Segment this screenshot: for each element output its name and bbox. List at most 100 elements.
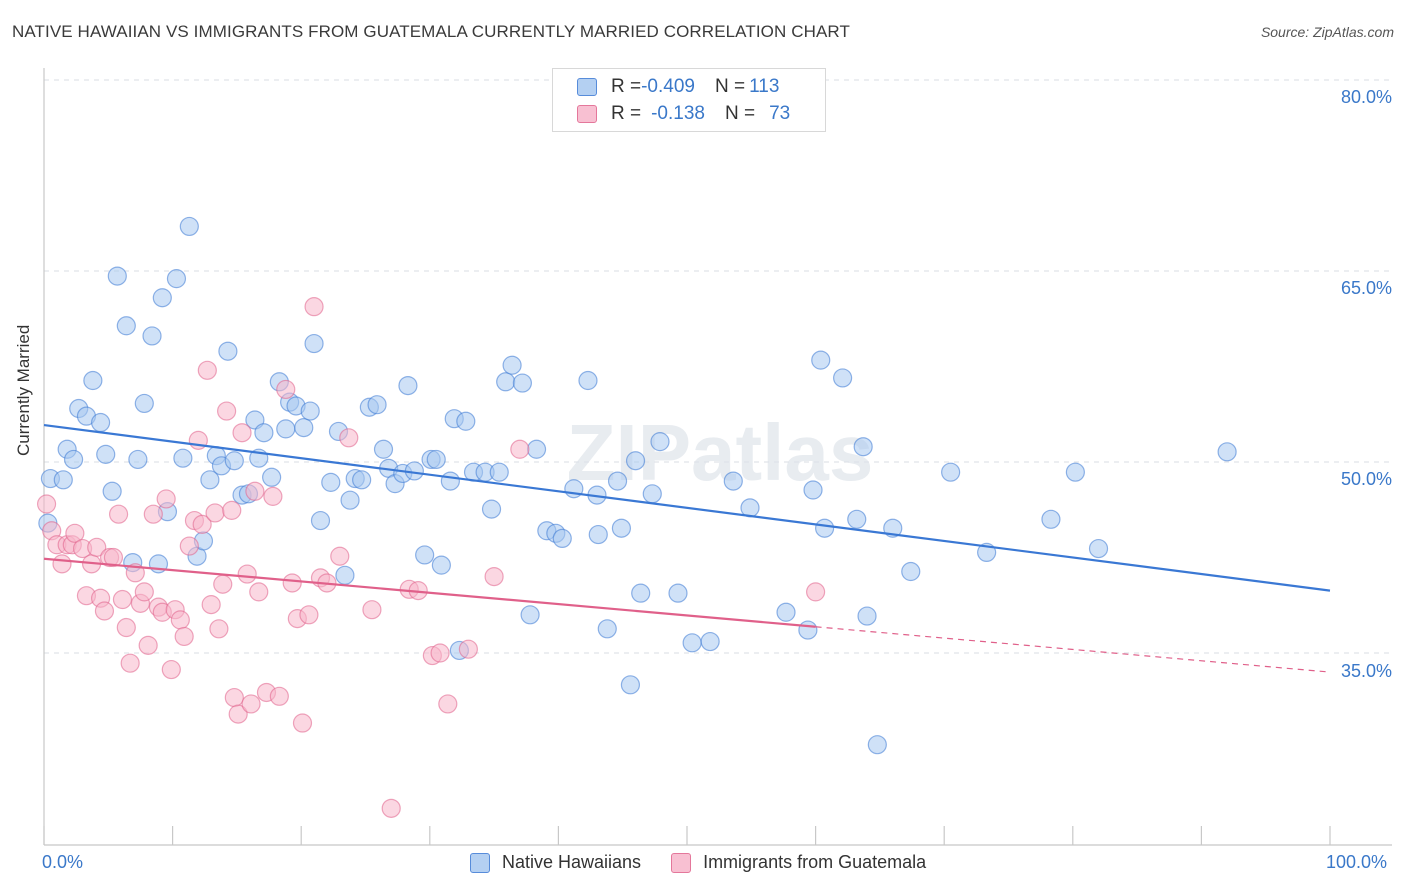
- native-hawaiian-point: [440, 471, 460, 491]
- gridlines: [44, 79, 1392, 654]
- legend-row-native-hawaiians: R = -0.409 N = 113: [577, 75, 779, 99]
- native-hawaiian-point: [625, 451, 646, 471]
- guatemala-point: [805, 582, 826, 602]
- native-hawaiian-point: [262, 467, 282, 487]
- guatemala-point: [381, 798, 401, 818]
- native-hawaiian-point: [520, 605, 540, 625]
- native-hawaiian-point: [335, 565, 355, 585]
- native-hawaiian-point: [489, 462, 509, 482]
- legend-r-value: -0.138: [651, 103, 705, 124]
- y-axis-label: Currently Married: [14, 324, 33, 456]
- native-hawaiian-point: [456, 411, 476, 431]
- native-hawaiian-point: [304, 333, 324, 354]
- native-hawaiian-point: [276, 419, 296, 439]
- y-tick-label: 65.0%: [1340, 278, 1392, 298]
- legend-r-label: R =: [611, 103, 642, 124]
- native-hawaiian-point: [798, 620, 818, 640]
- native-hawaiian-point: [847, 509, 867, 529]
- native-hawaiian-point: [526, 439, 547, 459]
- guatemala-point: [65, 523, 85, 543]
- guatemala-point: [94, 601, 115, 621]
- native-hawaiian-point: [1041, 509, 1061, 529]
- guatemala-point: [224, 687, 244, 708]
- native-hawaiian-point: [218, 341, 238, 361]
- chart-title: NATIVE HAWAIIAN VS IMMIGRANTS FROM GUATE…: [12, 22, 850, 41]
- native-hawaiian-point: [373, 439, 394, 459]
- guatemala-point: [201, 595, 221, 615]
- series-legend: Native Hawaiians Immigrants from Guatema…: [470, 852, 956, 873]
- guatemala-point: [197, 360, 217, 380]
- guatemala-point: [170, 610, 190, 630]
- legend-n-value: 73: [769, 103, 791, 124]
- native-hawaiian-point: [650, 432, 670, 452]
- native-hawaiian-point: [294, 418, 314, 438]
- guatemala-point: [304, 297, 324, 317]
- x-tick-label-min: 0.0%: [42, 852, 84, 872]
- native-hawaiian-point: [833, 368, 853, 388]
- y-tick-label: 35.0%: [1340, 661, 1392, 681]
- native-hawaiian-point: [200, 470, 220, 490]
- legend-swatch-blue: [577, 78, 597, 96]
- series-legend-item: Native Hawaiians: [470, 852, 641, 873]
- guatemala-point: [438, 694, 458, 714]
- native-hawaiian-point: [631, 583, 651, 603]
- native-hawaiian-trend-line: [43, 423, 1331, 592]
- native-hawaiian-point: [552, 528, 572, 549]
- native-hawaiian-point: [588, 524, 608, 545]
- guatemala-point: [292, 713, 313, 733]
- guatemala-point: [330, 546, 350, 566]
- native-hawaiian-point: [90, 412, 111, 433]
- native-hawaiian-point: [502, 355, 522, 375]
- native-hawaiian-point: [578, 370, 598, 391]
- guatemala-point: [213, 574, 233, 594]
- correlation-legend: R = -0.409 N = 113 R = -0.138 N = 73: [552, 68, 826, 132]
- guatemala-point: [222, 500, 242, 520]
- native-hawaiian-point: [310, 510, 331, 531]
- guatemala-point: [192, 514, 212, 534]
- native-hawaiian-point: [142, 326, 162, 346]
- native-hawaiian-point: [398, 376, 418, 396]
- native-hawaiian-point: [179, 216, 199, 237]
- native-hawaiian-point: [134, 393, 154, 414]
- guatemala-point: [339, 428, 359, 448]
- series-legend-label: Immigrants from Guatemala: [703, 852, 927, 872]
- native-hawaiian-point: [682, 633, 702, 653]
- native-hawaiian-point: [53, 470, 73, 490]
- native-hawaiian-point: [431, 555, 451, 575]
- native-hawaiian-point: [415, 545, 435, 565]
- series-swatch-blue: [470, 852, 490, 873]
- guatemala-point: [430, 643, 450, 663]
- native-hawaiian-point: [107, 266, 127, 286]
- native-hawaiian-point: [426, 449, 446, 470]
- x-tick-label-max: 100.0%: [1326, 852, 1388, 872]
- native-hawaiian-point: [481, 499, 502, 519]
- native-hawaiian-point: [173, 448, 193, 468]
- guatemala-point: [174, 626, 194, 647]
- native-hawaiian-point: [367, 395, 387, 415]
- guatemala-point: [299, 605, 319, 625]
- native-hawaiian-point: [611, 518, 632, 538]
- legend-r-value: -0.409: [641, 76, 695, 97]
- series-swatch-pink: [671, 852, 692, 873]
- native-hawaiian-point: [300, 401, 320, 421]
- guatemala-point: [276, 379, 296, 400]
- y-tick-label: 50.0%: [1340, 469, 1392, 489]
- guatemala-point: [217, 401, 237, 421]
- legend-n-label: N =: [724, 103, 756, 124]
- guatemala-point: [161, 659, 181, 680]
- native-hawaiian-point: [607, 471, 628, 491]
- native-hawaiian-point: [803, 480, 823, 500]
- guatemala-point: [362, 600, 382, 620]
- native-hawaiian-point: [597, 619, 617, 639]
- guatemala-point: [179, 536, 199, 556]
- guatemala-point: [108, 504, 129, 524]
- native-hawaiian-point: [901, 561, 921, 582]
- native-hawaiian-point: [620, 675, 641, 695]
- guatemala-point: [249, 582, 269, 602]
- guatemala-point: [143, 504, 163, 524]
- guatemala-point: [134, 582, 154, 602]
- native-hawaiian-point: [512, 373, 532, 393]
- native-hawaiian-point: [116, 316, 136, 336]
- native-hawaiian-point: [321, 472, 341, 492]
- native-hawaiian-point: [224, 451, 244, 471]
